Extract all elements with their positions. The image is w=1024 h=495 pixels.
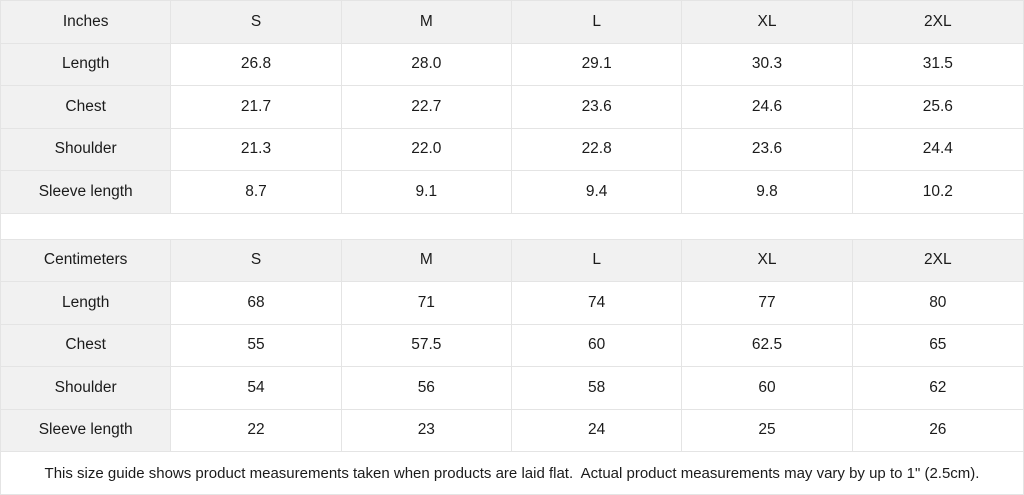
value-cell: 56 (341, 367, 512, 410)
size-header-cell: 2XL (852, 1, 1023, 44)
value-cell: 9.1 (341, 171, 512, 214)
value-cell: 68 (171, 282, 342, 325)
unit-header-cell: Centimeters (1, 239, 172, 282)
value-cell: 29.1 (511, 43, 683, 86)
value-cell: 62.5 (682, 324, 853, 367)
row-label-cell: Chest (1, 86, 172, 129)
value-cell: 26.8 (171, 43, 342, 86)
value-cell: 24.6 (682, 86, 853, 129)
value-cell: 26 (852, 409, 1023, 452)
value-cell: 55 (171, 324, 342, 367)
value-cell: 21.7 (171, 86, 342, 129)
disclaimer-text: This size guide shows product measuremen… (1, 452, 1023, 494)
value-cell: 23.6 (511, 86, 683, 129)
value-cell: 74 (511, 282, 683, 325)
value-cell: 8.7 (171, 171, 342, 214)
size-table-inches: Inches S M L XL 2XL Length 26.8 28.0 29.… (1, 1, 1023, 214)
value-cell: 22.0 (341, 128, 512, 171)
row-label-cell: Shoulder (1, 128, 172, 171)
value-cell: 65 (852, 324, 1023, 367)
row-label-cell: Length (1, 43, 172, 86)
size-header-cell: XL (682, 1, 853, 44)
row-label-cell: Length (1, 282, 172, 325)
row-label-cell: Shoulder (1, 367, 172, 410)
value-cell: 77 (682, 282, 853, 325)
row-label-cell: Chest (1, 324, 172, 367)
value-cell: 9.8 (682, 171, 853, 214)
size-header-cell: 2XL (852, 239, 1023, 282)
size-table-centimeters: Centimeters S M L XL 2XL Length 68 71 74… (1, 239, 1023, 452)
value-cell: 60 (511, 324, 683, 367)
size-header-cell: XL (682, 239, 853, 282)
value-cell: 60 (682, 367, 853, 410)
value-cell: 22.8 (511, 128, 683, 171)
value-cell: 24.4 (852, 128, 1023, 171)
row-label-cell: Sleeve length (1, 171, 172, 214)
size-header-cell: M (341, 239, 512, 282)
size-header-cell: S (171, 1, 342, 44)
value-cell: 54 (171, 367, 342, 410)
value-cell: 25 (682, 409, 853, 452)
value-cell: 25.6 (852, 86, 1023, 129)
value-cell: 10.2 (852, 171, 1023, 214)
value-cell: 23 (341, 409, 512, 452)
value-cell: 80 (852, 282, 1023, 325)
row-label-cell: Sleeve length (1, 409, 172, 452)
value-cell: 22.7 (341, 86, 512, 129)
value-cell: 21.3 (171, 128, 342, 171)
value-cell: 57.5 (341, 324, 512, 367)
size-header-cell: L (511, 1, 683, 44)
value-cell: 28.0 (341, 43, 512, 86)
value-cell: 58 (511, 367, 683, 410)
value-cell: 23.6 (682, 128, 853, 171)
value-cell: 62 (852, 367, 1023, 410)
value-cell: 24 (511, 409, 683, 452)
value-cell: 71 (341, 282, 512, 325)
value-cell: 22 (171, 409, 342, 452)
value-cell: 9.4 (511, 171, 683, 214)
unit-header-cell: Inches (1, 1, 172, 44)
size-header-cell: S (171, 239, 342, 282)
size-header-cell: M (341, 1, 512, 44)
size-header-cell: L (511, 239, 683, 282)
table-section-spacer (1, 213, 1023, 240)
value-cell: 30.3 (682, 43, 853, 86)
value-cell: 31.5 (852, 43, 1023, 86)
